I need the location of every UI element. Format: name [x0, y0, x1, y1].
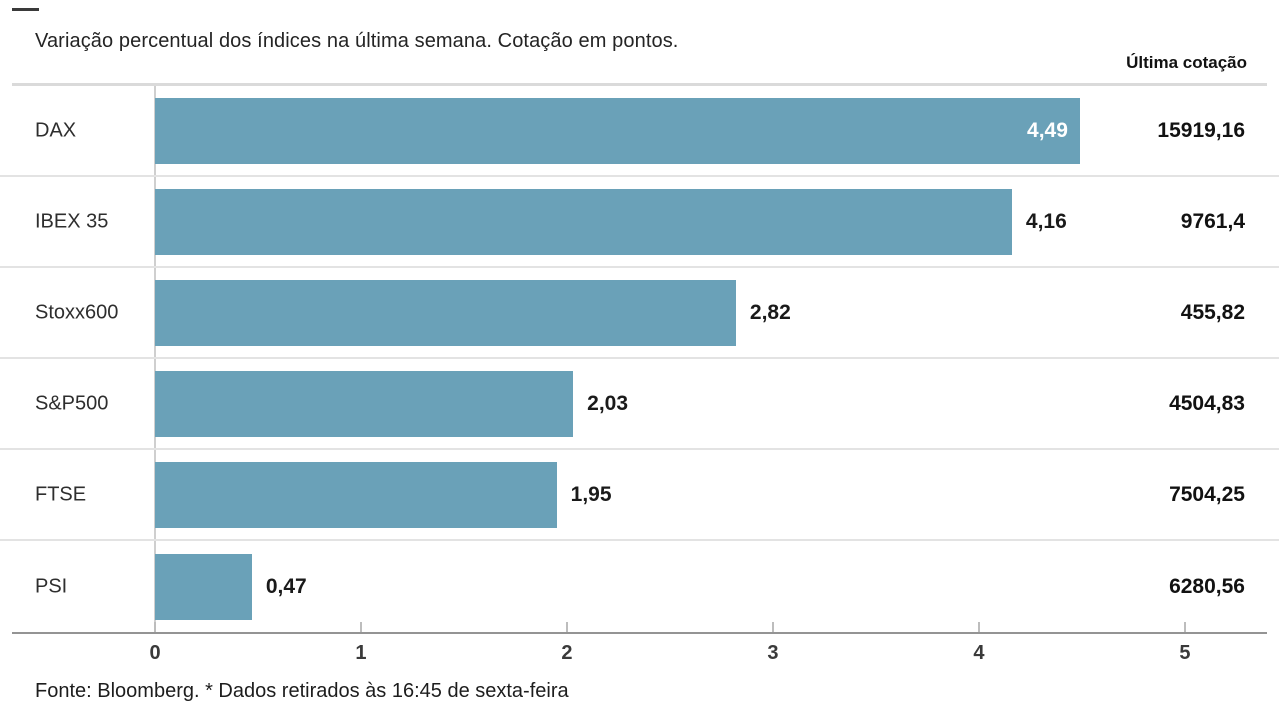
last-quotation-value: 7504,25 [1169, 482, 1245, 506]
category-label: Stoxx600 [35, 301, 119, 323]
bar [155, 188, 1012, 255]
bar-value-label: 4,16 [1025, 209, 1067, 233]
tick-mark [977, 622, 980, 632]
top-left-dash [12, 8, 39, 11]
last-quotation-value: 455,82 [1180, 300, 1245, 324]
plot-area: DAX 4,49 15919,16 IBEX 35 4,16 9761,4 St… [0, 86, 1279, 632]
tick-mark [771, 622, 774, 632]
header-divider [12, 83, 1267, 86]
tick-label: 4 [973, 642, 985, 664]
chart-row-ftse: FTSE 1,95 7504,25 [0, 450, 1279, 541]
bar-track: 1,95 [155, 461, 1255, 528]
chart-row-psi: PSI 0,47 6280,56 [0, 541, 1279, 632]
category-label: PSI [35, 575, 68, 597]
bar-value-label: 2,82 [749, 300, 791, 324]
last-quotation-value: 6280,56 [1169, 574, 1245, 598]
zero-baseline [154, 86, 156, 632]
bar-track: 0,47 [155, 553, 1255, 620]
category-label: FTSE [35, 483, 87, 505]
tick-mark [1183, 622, 1186, 632]
chart-row-stoxx600: Stoxx600 2,82 455,82 [0, 268, 1279, 359]
bar-value-label: 0,47 [265, 574, 307, 598]
chart-row-dax: DAX 4,49 15919,16 [0, 86, 1279, 177]
bar-track: 4,49 [155, 97, 1255, 164]
bar-track: 2,03 [155, 370, 1255, 437]
tick-label: 2 [561, 642, 573, 664]
x-axis: 0 1 2 3 4 5 [0, 622, 1279, 682]
last-quotation-value: 15919,16 [1157, 118, 1245, 142]
bar [155, 370, 574, 437]
last-quotation-value: 4504,83 [1169, 391, 1245, 415]
category-label: DAX [35, 119, 77, 141]
bar [155, 553, 252, 620]
bar [155, 97, 1080, 164]
x-axis-line [12, 632, 1267, 634]
chart-row-sp500: S&P500 2,03 4504,83 [0, 359, 1279, 450]
source-note: Fonte: Bloomberg. * Dados retirados às 1… [35, 680, 569, 702]
bar-value-label: 2,03 [587, 391, 629, 415]
bar-value-label: 4,49 [1027, 118, 1068, 142]
tick-mark [565, 622, 568, 632]
last-quotation-column-header: Última cotação [1126, 53, 1247, 72]
bar [155, 461, 557, 528]
chart-row-ibex35: IBEX 35 4,16 9761,4 [0, 177, 1279, 268]
tick-label: 3 [767, 642, 779, 664]
tick-mark [359, 622, 362, 632]
tick-label: 1 [355, 642, 367, 664]
category-label: S&P500 [35, 392, 109, 414]
tick-label: 5 [1179, 642, 1191, 664]
bar-track: 4,16 [155, 188, 1255, 255]
bar-track: 2,82 [155, 279, 1255, 346]
tick-mark [154, 622, 156, 632]
bar-value-label: 1,95 [570, 482, 612, 506]
tick-label: 0 [149, 642, 161, 664]
bar [155, 279, 736, 346]
category-label: IBEX 35 [35, 210, 109, 232]
last-quotation-value: 9761,4 [1180, 209, 1245, 233]
chart-title: Variação percentual dos índices na últim… [35, 30, 679, 52]
